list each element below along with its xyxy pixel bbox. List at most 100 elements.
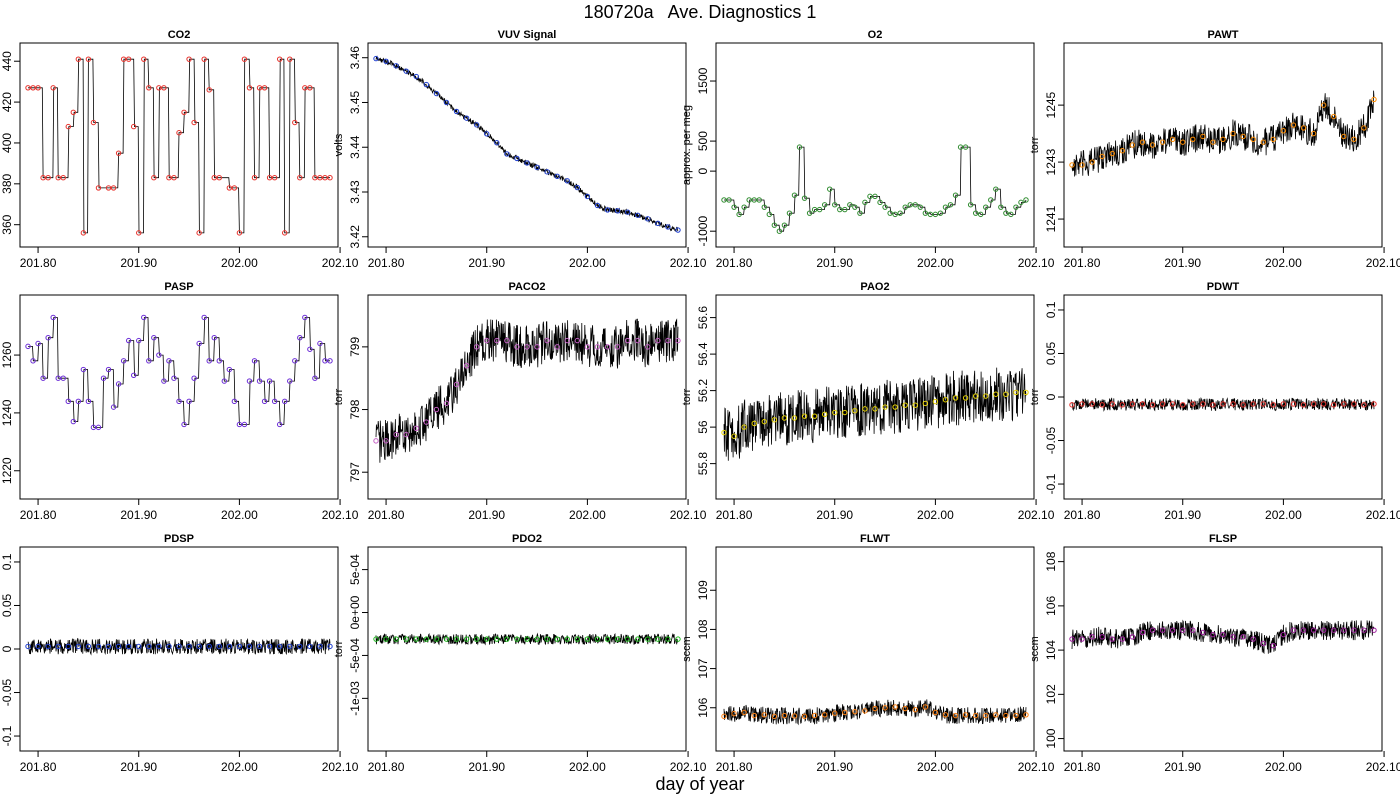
average-point [534,164,540,171]
average-point [1280,401,1287,407]
average-point [327,174,333,181]
average-point [494,636,500,642]
average-point [892,211,898,218]
average-point [902,204,908,210]
average-point [872,406,878,412]
x-tick-label: 201.90 [120,256,157,270]
average-point [312,174,318,181]
average-point [115,643,122,650]
x-tick-label: 202.10 [322,760,359,774]
average-point [741,424,747,430]
average-point [40,375,46,381]
x-tick-label: 201.80 [20,256,57,270]
average-point [1109,150,1115,157]
average-point [125,337,132,344]
average-point [1280,128,1287,134]
average-point [70,109,77,116]
average-point [256,643,263,650]
average-point [236,643,243,650]
plot-frame [715,546,1035,752]
average-point [206,358,212,364]
average-point [504,636,510,642]
average-point [1331,402,1337,408]
average-point [443,99,450,106]
average-point [731,433,737,439]
average-point [473,636,480,642]
average-point [665,337,671,344]
average-point [484,636,490,642]
raw-trace [724,146,1027,232]
raw-trace [28,58,330,234]
average-point [675,337,681,344]
average-point [791,415,798,421]
x-tick-label: 201.90 [1164,256,1201,270]
x-tick-label: 202.10 [1018,256,1055,270]
average-point [403,68,409,74]
plot-frame [19,42,339,248]
average-point [146,85,152,91]
average-point [131,372,137,379]
average-point [45,174,51,181]
average-point [75,56,82,62]
average-point [942,397,949,403]
average-point [413,636,419,642]
average-point [1240,402,1246,408]
average-point [463,115,470,121]
average-point [821,202,828,208]
y-tick-label: 56.4 [696,342,710,366]
average-point [1119,147,1126,154]
average-point [176,130,182,136]
average-point [1149,142,1156,148]
average-point [1320,401,1327,407]
average-point [837,206,843,213]
panel-flsp: FLSP 201.80 201.90 202.00 202.10 100 102 104 106… [1029,533,1400,774]
average-point [1200,629,1206,636]
average-point [327,643,333,650]
average-point [1139,401,1146,407]
average-point [211,335,217,341]
average-point [584,636,591,642]
average-point [1351,401,1357,407]
average-point [736,211,742,218]
average-point [564,337,570,344]
average-point [635,337,641,344]
average-point [494,337,500,344]
plot-frame [1063,546,1383,752]
raw-trace [1071,396,1375,412]
average-point [176,643,182,650]
average-point [796,144,803,150]
average-point [221,378,228,384]
average-point [393,63,399,69]
average-point [952,192,959,198]
average-point [1149,402,1156,408]
average-point [882,404,888,410]
panel-pdsp: PDSP 201.80 201.90 202.00 202.10 -0.1 -0.05 0 0.… [0,533,359,774]
average-point [110,185,117,191]
average-point [1270,402,1277,408]
average-point [1260,401,1266,407]
y-tick-label: 106 [1044,596,1058,616]
average-point [443,636,450,642]
average-point [776,228,783,234]
average-point [136,337,142,344]
average-point [1099,634,1105,640]
average-point [226,185,233,191]
panel-title: FLWT [860,533,890,545]
y-tick-label: -0.05 [1044,427,1058,455]
average-point [655,636,661,642]
average-point [463,636,470,642]
y-axis-label: volts [333,133,345,156]
y-tick-label: 55.8 [696,452,710,476]
average-point [423,419,430,425]
average-point [1300,125,1307,131]
average-point [1023,389,1029,396]
average-point [95,643,102,650]
average-point [45,335,51,341]
y-tick-label: 799 [348,337,362,357]
average-point [927,211,934,218]
average-point [781,415,788,421]
y-tick-label: 400 [0,133,14,153]
panel-vuv-signal: VUV Signal 201.80 201.90 202.00 202.10 3.42 3.… [333,29,707,270]
average-point [1351,627,1357,633]
average-point [983,204,989,210]
